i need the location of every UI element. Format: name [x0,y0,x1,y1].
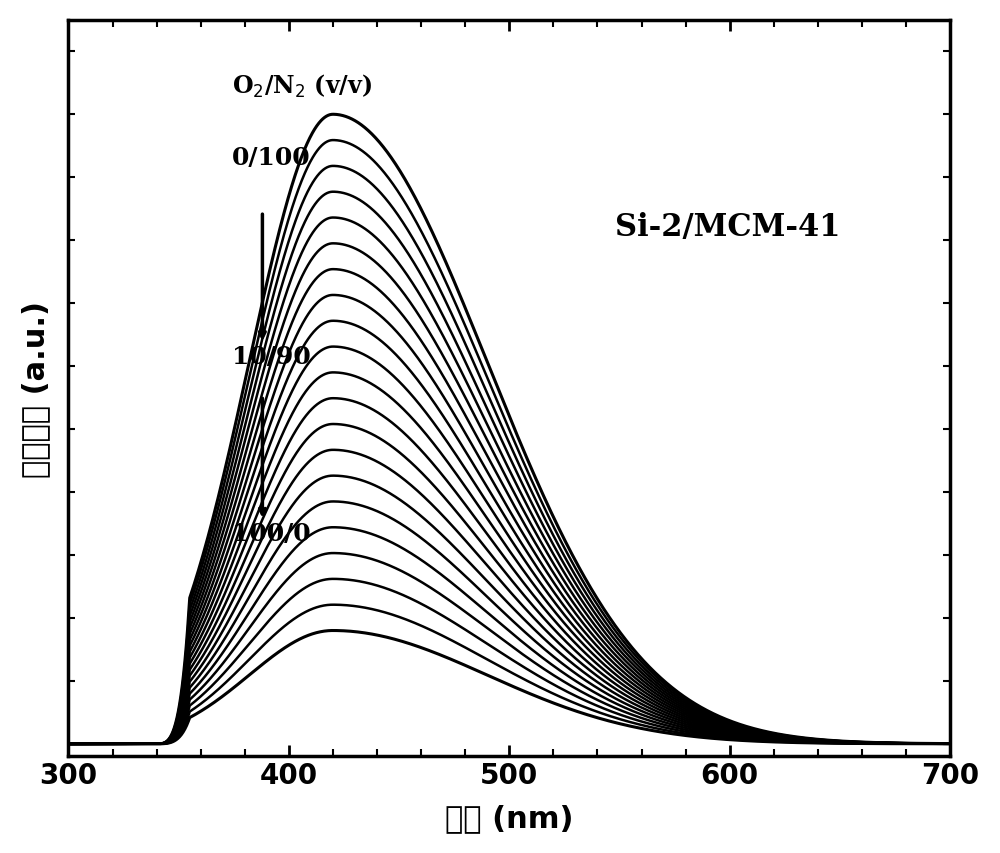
Text: 0/100: 0/100 [232,146,310,170]
X-axis label: 波长 (nm): 波长 (nm) [445,804,574,833]
Text: 10/90: 10/90 [232,345,310,368]
Text: Si-2/MCM-41: Si-2/MCM-41 [615,212,840,242]
Y-axis label: 发光强度 (a.u.): 发光强度 (a.u.) [21,300,50,477]
Text: O$_2$/N$_2$ (v/v): O$_2$/N$_2$ (v/v) [232,73,372,100]
Text: 100/0: 100/0 [232,521,310,545]
